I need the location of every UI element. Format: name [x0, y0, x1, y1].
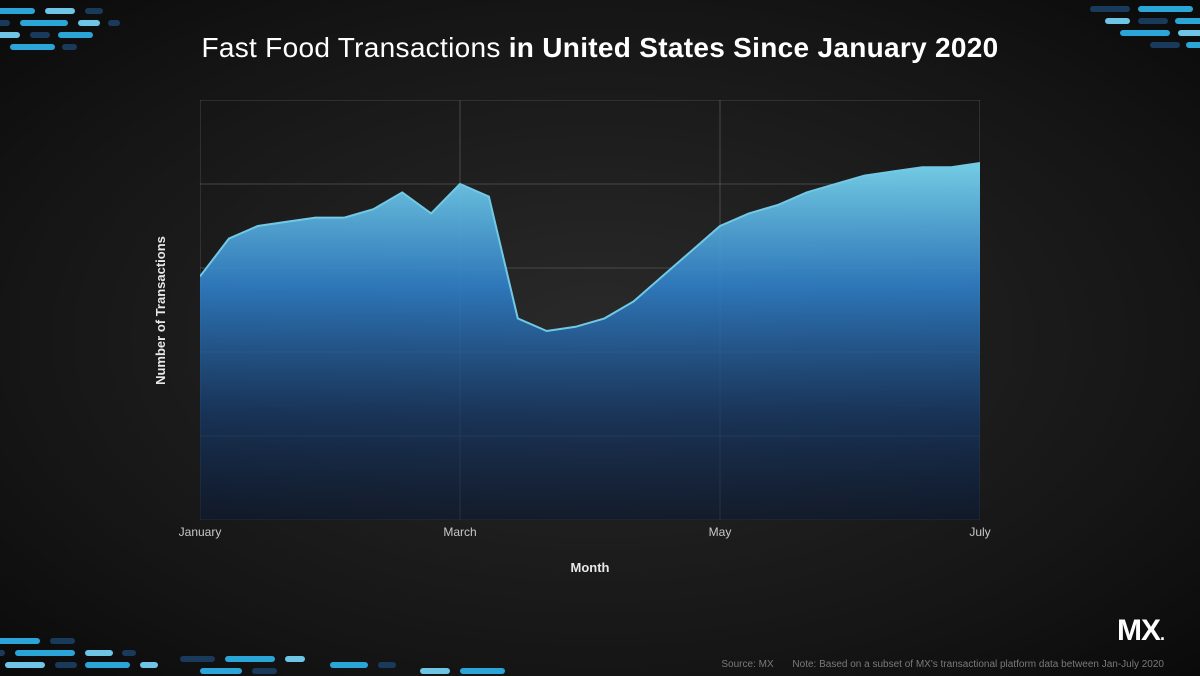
footer-text: Note: Based on a subset of MX's transact… — [792, 659, 1164, 670]
footer-note: Source: MX Note: Based on a subset of MX… — [721, 659, 1164, 670]
decoration-dash — [460, 668, 505, 674]
footer-source: Source: MX — [721, 659, 773, 670]
decoration-dash — [0, 8, 35, 14]
decoration-dash — [85, 8, 103, 14]
decoration-dash — [225, 656, 275, 662]
x-tick-label: July — [969, 525, 990, 539]
decoration-dash — [55, 662, 77, 668]
decoration-dash — [1105, 18, 1130, 24]
decoration-dash — [122, 650, 136, 656]
area-chart — [200, 100, 980, 520]
x-axis-ticks: JanuaryMarchMayJuly — [200, 525, 980, 545]
decoration-dash — [1138, 18, 1168, 24]
decoration-dash — [420, 668, 450, 674]
decoration-dash — [0, 650, 5, 656]
decoration-dash — [45, 8, 75, 14]
decoration-dash — [180, 656, 215, 662]
decoration-dash — [0, 638, 40, 644]
decoration-dash — [50, 638, 75, 644]
decoration-dash — [108, 20, 120, 26]
chart-svg — [200, 100, 980, 520]
decoration-dash — [1090, 6, 1130, 12]
title-bold: in United States Since January 2020 — [509, 32, 999, 63]
decoration-dash — [5, 662, 45, 668]
decoration-dash — [1175, 18, 1200, 24]
x-tick-label: March — [443, 525, 476, 539]
decoration-dash — [1138, 6, 1193, 12]
decoration-dash — [252, 668, 277, 674]
decoration-dash — [85, 650, 113, 656]
decoration-dash — [200, 668, 242, 674]
title-light: Fast Food Transactions — [201, 32, 508, 63]
decoration-dash — [78, 20, 100, 26]
x-tick-label: May — [709, 525, 732, 539]
decoration-dash — [330, 662, 368, 668]
chart-title: Fast Food Transactions in United States … — [0, 32, 1200, 64]
decoration-dash — [20, 20, 68, 26]
decoration-dash — [15, 650, 75, 656]
x-tick-label: January — [179, 525, 222, 539]
decoration-dash — [140, 662, 158, 668]
decoration-dash — [285, 656, 305, 662]
decoration-dash — [85, 662, 130, 668]
y-axis-label: Number of Transactions — [140, 100, 180, 520]
mx-logo: MX. — [1117, 614, 1164, 648]
decoration-dash — [378, 662, 396, 668]
x-axis-label: Month — [200, 560, 980, 575]
decoration-dash — [0, 20, 10, 26]
